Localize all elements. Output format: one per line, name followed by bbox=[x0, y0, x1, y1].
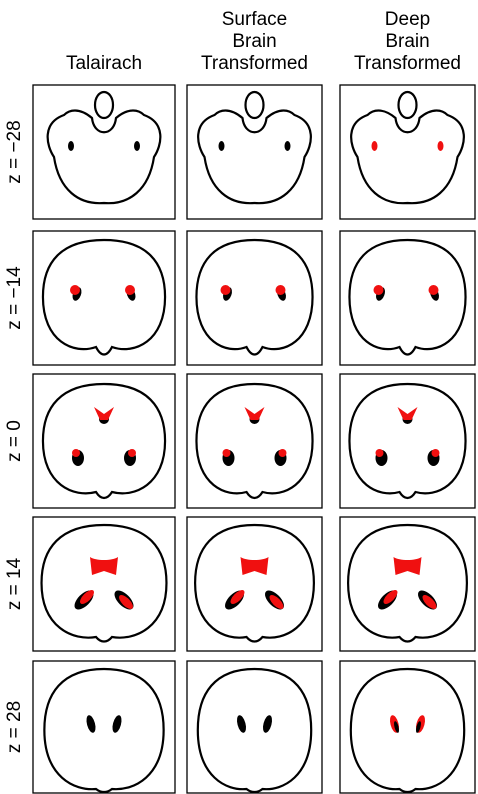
panel-frame bbox=[33, 374, 175, 508]
panel-frame bbox=[187, 661, 322, 793]
blob bbox=[245, 407, 265, 420]
blob bbox=[438, 141, 444, 151]
blob bbox=[85, 714, 97, 733]
brain-outline bbox=[349, 240, 465, 355]
brain-outline bbox=[349, 384, 465, 498]
brain-outline bbox=[399, 92, 417, 118]
blob bbox=[279, 449, 287, 457]
blob bbox=[376, 449, 384, 457]
brain-outline bbox=[196, 240, 312, 355]
brain-outline bbox=[198, 111, 311, 204]
brain-slice bbox=[340, 85, 475, 219]
panel-frame bbox=[340, 85, 475, 219]
blob bbox=[70, 285, 80, 295]
brain-slice bbox=[187, 517, 322, 651]
column-header: Transformed bbox=[354, 53, 461, 74]
blob bbox=[394, 557, 422, 575]
panel-frame bbox=[187, 85, 322, 219]
blob bbox=[72, 449, 80, 457]
blob bbox=[90, 557, 118, 575]
brain-slice bbox=[187, 231, 322, 365]
brain-slice bbox=[187, 85, 322, 219]
blob bbox=[219, 141, 225, 151]
blob bbox=[134, 141, 140, 151]
panel-frame bbox=[187, 231, 322, 365]
row-label: z = −28 bbox=[4, 120, 25, 183]
brain-outline bbox=[95, 92, 113, 118]
panel-frame bbox=[340, 374, 475, 508]
figure: TalairachSurfaceBrainTransformedDeepBrai… bbox=[0, 0, 478, 794]
brain-outline bbox=[348, 525, 467, 642]
row-label: z = −14 bbox=[4, 266, 25, 330]
blob bbox=[125, 285, 135, 295]
brain-outline bbox=[246, 92, 264, 118]
blob bbox=[68, 141, 74, 151]
brain-slice bbox=[340, 661, 475, 793]
blob bbox=[429, 285, 439, 295]
blob bbox=[221, 285, 231, 295]
brain-slice bbox=[340, 517, 475, 651]
panel-frame bbox=[340, 231, 475, 365]
column-header: Deep bbox=[385, 9, 430, 30]
blob bbox=[111, 714, 123, 733]
column-header: Transformed bbox=[201, 53, 308, 74]
blob bbox=[276, 285, 286, 295]
brain-outline bbox=[48, 111, 161, 204]
blob bbox=[261, 714, 273, 733]
brain-slice bbox=[340, 374, 475, 508]
blob bbox=[223, 449, 231, 457]
panel-frame bbox=[33, 85, 175, 219]
brain-outline bbox=[42, 525, 167, 642]
row-label: z = 14 bbox=[4, 557, 25, 610]
brain-slice bbox=[33, 85, 175, 219]
blob bbox=[285, 141, 291, 151]
panel-frame bbox=[187, 517, 322, 651]
brain-slice bbox=[187, 374, 322, 508]
blob bbox=[235, 714, 247, 733]
blob bbox=[128, 449, 136, 457]
brain-outline bbox=[43, 384, 165, 498]
column-header: Talairach bbox=[66, 53, 142, 74]
blob bbox=[241, 557, 269, 575]
panel-frame bbox=[33, 661, 175, 793]
row-label: z = 28 bbox=[4, 701, 25, 753]
panel-frame bbox=[33, 517, 175, 651]
brain-outline bbox=[198, 669, 311, 792]
brain-outline bbox=[43, 240, 165, 355]
brain-outline bbox=[195, 525, 314, 642]
panel-frame bbox=[340, 661, 475, 793]
blob bbox=[372, 141, 378, 151]
brain-outline bbox=[44, 669, 163, 792]
panel-frame bbox=[340, 517, 475, 651]
blob bbox=[398, 407, 418, 420]
blob bbox=[432, 449, 440, 457]
brain-outline bbox=[196, 384, 312, 498]
brain-outline bbox=[351, 111, 464, 204]
blob bbox=[374, 285, 384, 295]
brain-slice bbox=[33, 374, 175, 508]
brain-outline bbox=[351, 669, 464, 792]
brain-slice bbox=[33, 517, 175, 651]
column-header: Surface bbox=[222, 9, 287, 30]
panel-frame bbox=[33, 231, 175, 365]
brain-slice bbox=[33, 661, 175, 793]
brain-slice bbox=[187, 661, 322, 793]
panel-frame bbox=[187, 374, 322, 508]
row-label: z = 0 bbox=[4, 420, 25, 462]
brain-slice bbox=[340, 231, 475, 365]
brain-slice bbox=[33, 231, 175, 365]
blob bbox=[94, 407, 114, 420]
column-header: Brain bbox=[385, 31, 429, 52]
column-header: Brain bbox=[232, 31, 276, 52]
